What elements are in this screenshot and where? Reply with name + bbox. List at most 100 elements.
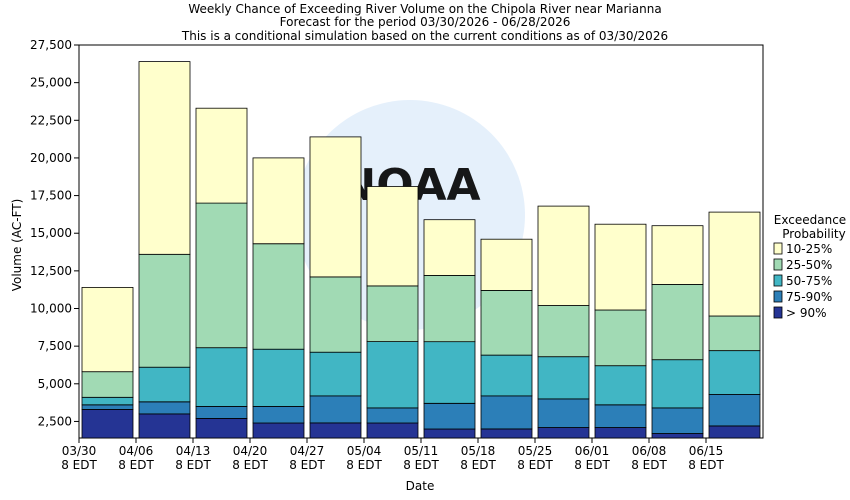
bar-week-3-p25_50 (195, 202, 248, 349)
x-tick-label-time: 8 EDT (688, 458, 724, 472)
x-tick-label-time: 8 EDT (631, 458, 667, 472)
bar-week-5-p10_25 (309, 136, 362, 278)
x-tick-label-time: 8 EDT (175, 458, 211, 472)
legend-swatch-p90 (773, 306, 783, 319)
x-tick-label-time: 8 EDT (517, 458, 553, 472)
bar-week-3-p90 (195, 417, 248, 439)
y-tick-label: 10,000 (30, 302, 72, 316)
x-axis-label: Date (406, 479, 435, 493)
bar-week-12-p25_50 (708, 315, 761, 351)
x-tick-label-date: 03/30 (62, 444, 97, 458)
bar-week-10-p75_90 (594, 404, 647, 428)
bar-week-1-p90 (81, 408, 134, 439)
bar-week-12-p10_25 (708, 211, 761, 317)
bar-week-4-p25_50 (252, 243, 305, 350)
bar-week-10-p25_50 (594, 309, 647, 367)
bar-week-11-p50_75 (651, 359, 704, 409)
bar-week-12-p50_75 (708, 350, 761, 395)
y-tick-label: 17,500 (30, 189, 72, 203)
x-tick-label-date: 04/13 (176, 444, 211, 458)
bar-week-6-p50_75 (366, 341, 419, 409)
bar-week-12-p90 (708, 425, 761, 439)
legend-label-p10_25: 10-25% (786, 242, 832, 256)
bar-week-10-p10_25 (594, 223, 647, 311)
bar-week-8-p25_50 (480, 289, 533, 356)
y-tick-label: 5,000 (38, 377, 72, 391)
legend-swatch-p75_90 (773, 290, 783, 303)
bar-week-5-p50_75 (309, 351, 362, 397)
bar-week-7-p25_50 (423, 274, 476, 343)
y-tick-label: 12,500 (30, 264, 72, 278)
chart-subtitle-2: This is a conditional simulation based o… (181, 29, 668, 43)
legend-swatch-p10_25 (773, 242, 783, 255)
legend-title-line1: Exceedance (774, 213, 846, 227)
bar-week-10-p50_75 (594, 365, 647, 406)
x-tick-label-date: 04/20 (233, 444, 268, 458)
bar-week-11-p90 (651, 433, 704, 439)
legend-swatch-p50_75 (773, 274, 783, 287)
bar-week-2-p10_25 (138, 61, 191, 255)
bar-week-2-p75_90 (138, 401, 191, 415)
x-tick-label-date: 05/18 (461, 444, 496, 458)
legend-swatch-p25_50 (773, 258, 783, 271)
bar-week-5-p75_90 (309, 395, 362, 424)
bar-week-6-p10_25 (366, 186, 419, 287)
bar-week-6-p25_50 (366, 285, 419, 342)
bar-week-9-p75_90 (537, 398, 590, 428)
y-tick-label: 27,500 (30, 38, 72, 52)
y-tick-label: 25,000 (30, 76, 72, 90)
x-tick-label-date: 05/04 (347, 444, 382, 458)
bar-week-11-p75_90 (651, 407, 704, 434)
bar-week-10-p90 (594, 427, 647, 439)
legend-label-p75_90: 75-90% (786, 290, 832, 304)
bar-week-2-p90 (138, 413, 191, 439)
y-tick-label: 7,500 (38, 339, 72, 353)
bar-week-11-p10_25 (651, 225, 704, 285)
legend: Exceedance Probability 10-25% 25-50% 50-75… (773, 213, 846, 320)
y-tick-label: 20,000 (30, 151, 72, 165)
bar-week-1-p25_50 (81, 371, 134, 398)
bar-week-3-p75_90 (195, 405, 248, 419)
bar-week-12-p75_90 (708, 393, 761, 427)
bar-week-8-p75_90 (480, 395, 533, 430)
bar-week-3-p10_25 (195, 107, 248, 204)
bar-week-7-p50_75 (423, 341, 476, 404)
bar-week-5-p90 (309, 422, 362, 439)
bar-week-4-p50_75 (252, 348, 305, 407)
bar-week-8-p90 (480, 428, 533, 439)
y-tick-label: 2,500 (38, 414, 72, 428)
plot-area: 2,500 5,000 7,500 10,000 12,500 15,000 17,500 2… (30, 38, 764, 472)
bar-week-2-p25_50 (138, 253, 191, 368)
x-tick-label-time: 8 EDT (289, 458, 325, 472)
bar-week-8-p10_25 (480, 238, 533, 291)
bar-week-5-p25_50 (309, 276, 362, 353)
bar-week-7-p10_25 (423, 219, 476, 276)
bar-week-9-p50_75 (537, 356, 590, 400)
bar-week-4-p90 (252, 422, 305, 439)
x-tick-label-time: 8 EDT (346, 458, 382, 472)
x-tick-label-date: 06/01 (575, 444, 610, 458)
x-tick-label-date: 05/25 (518, 444, 553, 458)
x-tick-label-date: 05/11 (404, 444, 439, 458)
bar-week-1-p75_90 (81, 404, 134, 410)
chart-subtitle: Forecast for the period 03/30/2026 - 06/… (280, 15, 571, 29)
bar-week-6-p90 (366, 422, 419, 439)
bar-week-7-p75_90 (423, 402, 476, 430)
y-tick-label: 15,000 (30, 226, 72, 240)
x-tick-label-date: 04/27 (290, 444, 325, 458)
bar-week-4-p75_90 (252, 405, 305, 424)
x-tick-label-date: 04/06 (119, 444, 154, 458)
x-tick-label-date: 06/08 (632, 444, 667, 458)
legend-label-p25_50: 25-50% (786, 258, 832, 272)
bar-week-8-p50_75 (480, 354, 533, 397)
x-tick-label-time: 8 EDT (118, 458, 154, 472)
x-tick-label-time: 8 EDT (460, 458, 496, 472)
legend-title-line2: Probability (782, 227, 845, 241)
bar-week-1-p10_25 (81, 286, 134, 373)
x-tick-label-time: 8 EDT (574, 458, 610, 472)
x-tick-label-time: 8 EDT (61, 458, 97, 472)
bar-week-7-p90 (423, 428, 476, 439)
chart-title: Weekly Chance of Exceeding River Volume … (188, 2, 661, 16)
bar-week-3-p50_75 (195, 347, 248, 407)
bar-week-2-p50_75 (138, 366, 191, 403)
